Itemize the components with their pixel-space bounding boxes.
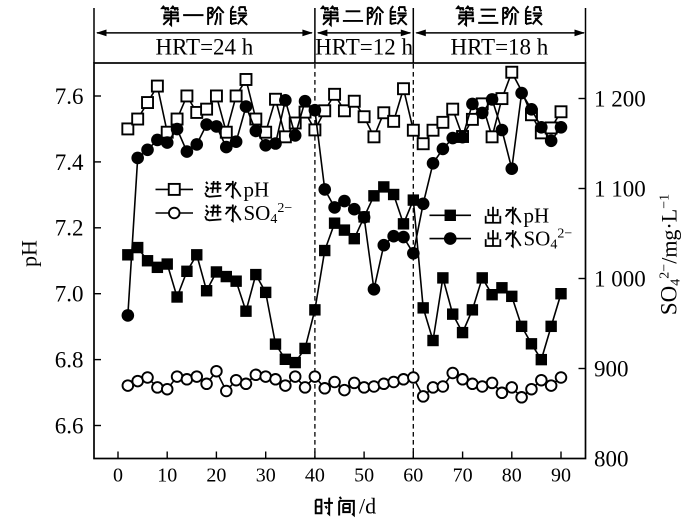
svg-text:SO42−: SO42− [524, 227, 573, 253]
svg-text:90: 90 [551, 465, 571, 487]
svg-text:7.2: 7.2 [55, 216, 84, 241]
svg-text:800: 800 [594, 446, 629, 471]
svg-text:1 200: 1 200 [594, 86, 646, 111]
svg-text:10: 10 [157, 465, 177, 487]
svg-text:HRT=12 h: HRT=12 h [315, 35, 413, 60]
svg-text:pH: pH [17, 240, 42, 267]
svg-text:SO42−/mg·L−1: SO42−/mg·L−1 [657, 194, 684, 315]
svg-text:900: 900 [594, 356, 629, 381]
svg-text:50: 50 [354, 465, 374, 487]
svg-text:80: 80 [502, 465, 522, 487]
svg-text:0: 0 [113, 465, 123, 487]
svg-text:7.6: 7.6 [55, 84, 84, 109]
svg-text:20: 20 [206, 465, 226, 487]
svg-text:SO42−: SO42− [244, 201, 293, 227]
svg-text:70: 70 [453, 465, 473, 487]
svg-text:pH: pH [244, 177, 270, 201]
svg-text:60: 60 [403, 465, 423, 487]
svg-text:40: 40 [305, 465, 325, 487]
svg-text:1 100: 1 100 [594, 176, 646, 201]
svg-text:30: 30 [256, 465, 276, 487]
svg-text:6.8: 6.8 [55, 348, 84, 373]
svg-text:1 000: 1 000 [594, 266, 646, 291]
svg-text:6.6: 6.6 [55, 413, 84, 438]
svg-text:pH: pH [524, 203, 550, 227]
svg-text:7.4: 7.4 [55, 150, 84, 175]
svg-text:HRT=18 h: HRT=18 h [450, 35, 548, 60]
svg-text:7.0: 7.0 [55, 282, 84, 307]
svg-text:/d: /d [359, 494, 376, 519]
svg-text:HRT=24 h: HRT=24 h [155, 35, 253, 60]
